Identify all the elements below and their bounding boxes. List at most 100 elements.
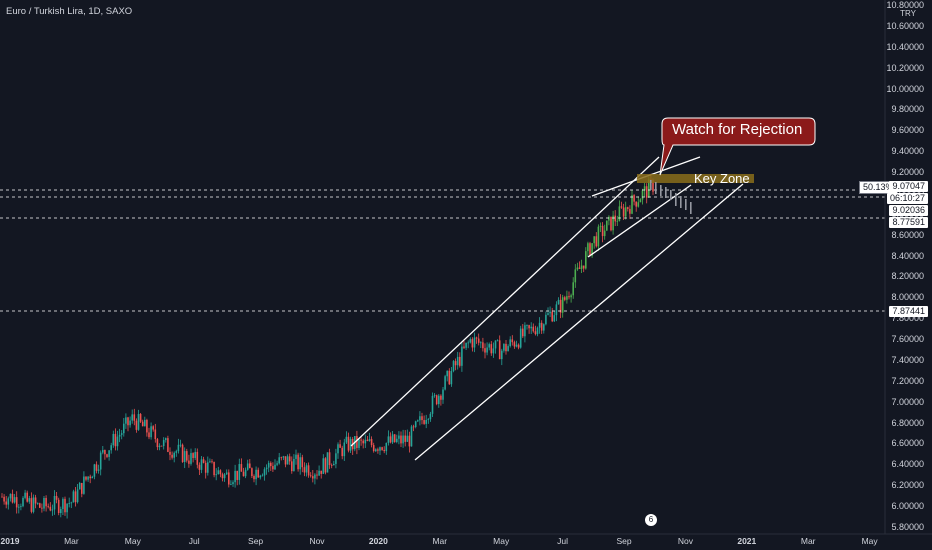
candle-body [68,503,70,504]
candle-body [421,416,423,421]
candle-body [431,395,434,414]
candle-body [286,456,289,465]
channel-lower-line[interactable] [414,183,744,461]
candle-body [196,451,199,465]
wedge-lower-line[interactable] [587,184,692,258]
candle-body [429,413,432,420]
candle-body [118,434,121,437]
candle-body [456,356,459,366]
candle-body [347,436,350,451]
candle-body [543,324,545,331]
callout-bubble[interactable] [659,117,816,176]
time-axis-label: May [493,536,510,546]
price-axis-label: 7.60000 [891,334,924,345]
candle-body [123,423,125,434]
candle-body [20,506,22,508]
projected-bar [690,202,692,214]
candle-body [129,420,131,426]
price-axis-label: 10.40000 [886,41,924,52]
time-axis-label: May [861,536,878,546]
candle-body [459,356,461,366]
event-count-badge[interactable]: 6 [645,514,657,526]
candle-body [396,438,398,443]
candle-body [435,395,438,405]
candle-body [402,435,404,444]
candle-body [486,347,488,353]
candle-body [70,502,73,504]
candle-body [450,371,453,385]
time-axis-label: Sep [616,536,632,546]
candle-body [370,439,373,446]
candle-body [144,419,146,427]
candle-body [89,476,91,479]
candle-body [608,216,610,221]
candle-body [162,440,165,447]
candle-body [97,469,100,471]
candle-body [559,299,562,313]
key-zone-box[interactable] [637,174,754,183]
candle-body [337,444,339,454]
candle-body [555,304,558,316]
candle-body [501,350,503,360]
candle-body [135,420,138,430]
candle-body [74,491,77,503]
candle-body [288,456,291,462]
candle-body [540,322,543,331]
candle-body [309,475,312,477]
candle-body [582,265,585,269]
candle-body [24,492,26,498]
currency-label: TRY [900,9,916,18]
price-axis-label: 10.60000 [886,20,924,31]
candle-body [620,206,623,208]
candle-body [66,503,68,513]
candle-body [244,469,247,477]
candle-body [1,496,3,498]
candle-body [198,464,201,470]
candle-body [104,450,106,455]
candle-body [561,297,564,313]
candle-body [3,496,5,502]
price-axis-label: 10.20000 [886,62,924,73]
trend-channel[interactable] [350,156,744,461]
candle-body [465,342,467,348]
candle-body [190,453,192,464]
channel-upper-line[interactable] [350,156,660,447]
price-axis-label: 9.60000 [891,125,924,136]
candle-body [99,452,102,470]
callout-text: Watch for Rejection [672,121,803,138]
candle-body [624,207,627,217]
candle-body [192,453,194,458]
candle-body [284,456,287,465]
candles [1,173,654,519]
candle-body [133,414,136,421]
candle-body [297,454,299,470]
price-axis-label: 6.60000 [891,438,924,449]
price-axis-label: 7.40000 [891,354,924,365]
projected-bar [655,182,657,194]
candle-body [385,442,388,452]
price-axis-label: 5.80000 [891,522,924,532]
candle-body [580,265,583,269]
candle-body [280,457,283,459]
candle-body [202,459,205,463]
candle-body [477,338,480,343]
candle-body [316,474,318,476]
candle-body [593,236,595,244]
candle-body [372,445,375,452]
candle-body [234,470,236,483]
candle-body [484,348,486,353]
candle-body [492,348,495,354]
candle-body [585,251,587,269]
candle-body [629,208,631,214]
price-axis-label: 8.60000 [891,229,924,240]
candle-body [257,469,259,478]
candle-body [26,492,28,502]
candle-body [312,476,314,479]
candle-body [72,491,75,503]
candle-body [356,436,358,448]
candle-body [125,417,127,424]
candle-body [398,435,400,439]
candle-body [318,470,320,476]
time-axis-label: Jul [557,536,569,546]
